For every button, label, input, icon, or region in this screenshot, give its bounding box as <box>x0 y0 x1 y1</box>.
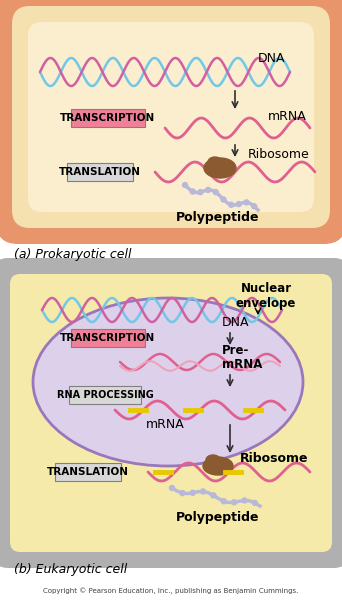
Text: Ribosome: Ribosome <box>248 148 310 161</box>
FancyBboxPatch shape <box>0 258 342 568</box>
FancyBboxPatch shape <box>28 22 314 212</box>
Ellipse shape <box>33 298 303 466</box>
Circle shape <box>236 202 241 206</box>
FancyBboxPatch shape <box>12 6 330 228</box>
Circle shape <box>228 202 234 207</box>
Text: TRANSCRIPTION: TRANSCRIPTION <box>61 113 156 123</box>
Circle shape <box>211 493 216 498</box>
FancyBboxPatch shape <box>69 386 141 404</box>
Circle shape <box>198 190 203 194</box>
Ellipse shape <box>203 457 233 475</box>
Text: Copyright © Pearson Education, Inc., publishing as Benjamin Cummings.: Copyright © Pearson Education, Inc., pub… <box>43 587 299 594</box>
FancyBboxPatch shape <box>55 463 121 481</box>
Text: Pre-
mRNA: Pre- mRNA <box>222 344 262 371</box>
Circle shape <box>242 498 247 503</box>
Circle shape <box>244 200 249 205</box>
Text: DNA: DNA <box>222 316 250 329</box>
FancyBboxPatch shape <box>10 274 332 552</box>
Circle shape <box>183 182 187 187</box>
FancyBboxPatch shape <box>71 109 145 127</box>
Text: TRANSLATION: TRANSLATION <box>47 467 129 477</box>
Text: (a) Prokaryotic cell: (a) Prokaryotic cell <box>14 248 132 261</box>
Circle shape <box>252 204 256 209</box>
Text: Polypeptide: Polypeptide <box>176 211 260 224</box>
Circle shape <box>221 499 226 504</box>
Circle shape <box>180 491 185 496</box>
Circle shape <box>252 500 257 505</box>
Circle shape <box>221 197 226 202</box>
Circle shape <box>190 490 195 495</box>
FancyBboxPatch shape <box>71 329 145 347</box>
Text: Nuclear
envelope: Nuclear envelope <box>236 282 296 310</box>
Ellipse shape <box>206 455 220 465</box>
FancyBboxPatch shape <box>0 0 342 244</box>
Text: mRNA: mRNA <box>268 109 307 122</box>
Text: DNA: DNA <box>258 52 286 64</box>
Circle shape <box>206 187 211 193</box>
Text: mRNA: mRNA <box>146 418 184 431</box>
Text: Ribosome: Ribosome <box>240 451 308 464</box>
Ellipse shape <box>204 158 236 178</box>
Circle shape <box>213 190 218 194</box>
Circle shape <box>232 500 237 505</box>
Circle shape <box>200 489 206 494</box>
Ellipse shape <box>208 157 222 167</box>
FancyBboxPatch shape <box>67 163 133 181</box>
Text: (b) Eukaryotic cell: (b) Eukaryotic cell <box>14 563 127 576</box>
Circle shape <box>170 485 174 491</box>
Circle shape <box>190 189 195 194</box>
Text: Polypeptide: Polypeptide <box>176 511 260 524</box>
Text: TRANSLATION: TRANSLATION <box>59 167 141 177</box>
Text: RNA PROCESSING: RNA PROCESSING <box>57 390 153 400</box>
Text: TRANSCRIPTION: TRANSCRIPTION <box>61 333 156 343</box>
